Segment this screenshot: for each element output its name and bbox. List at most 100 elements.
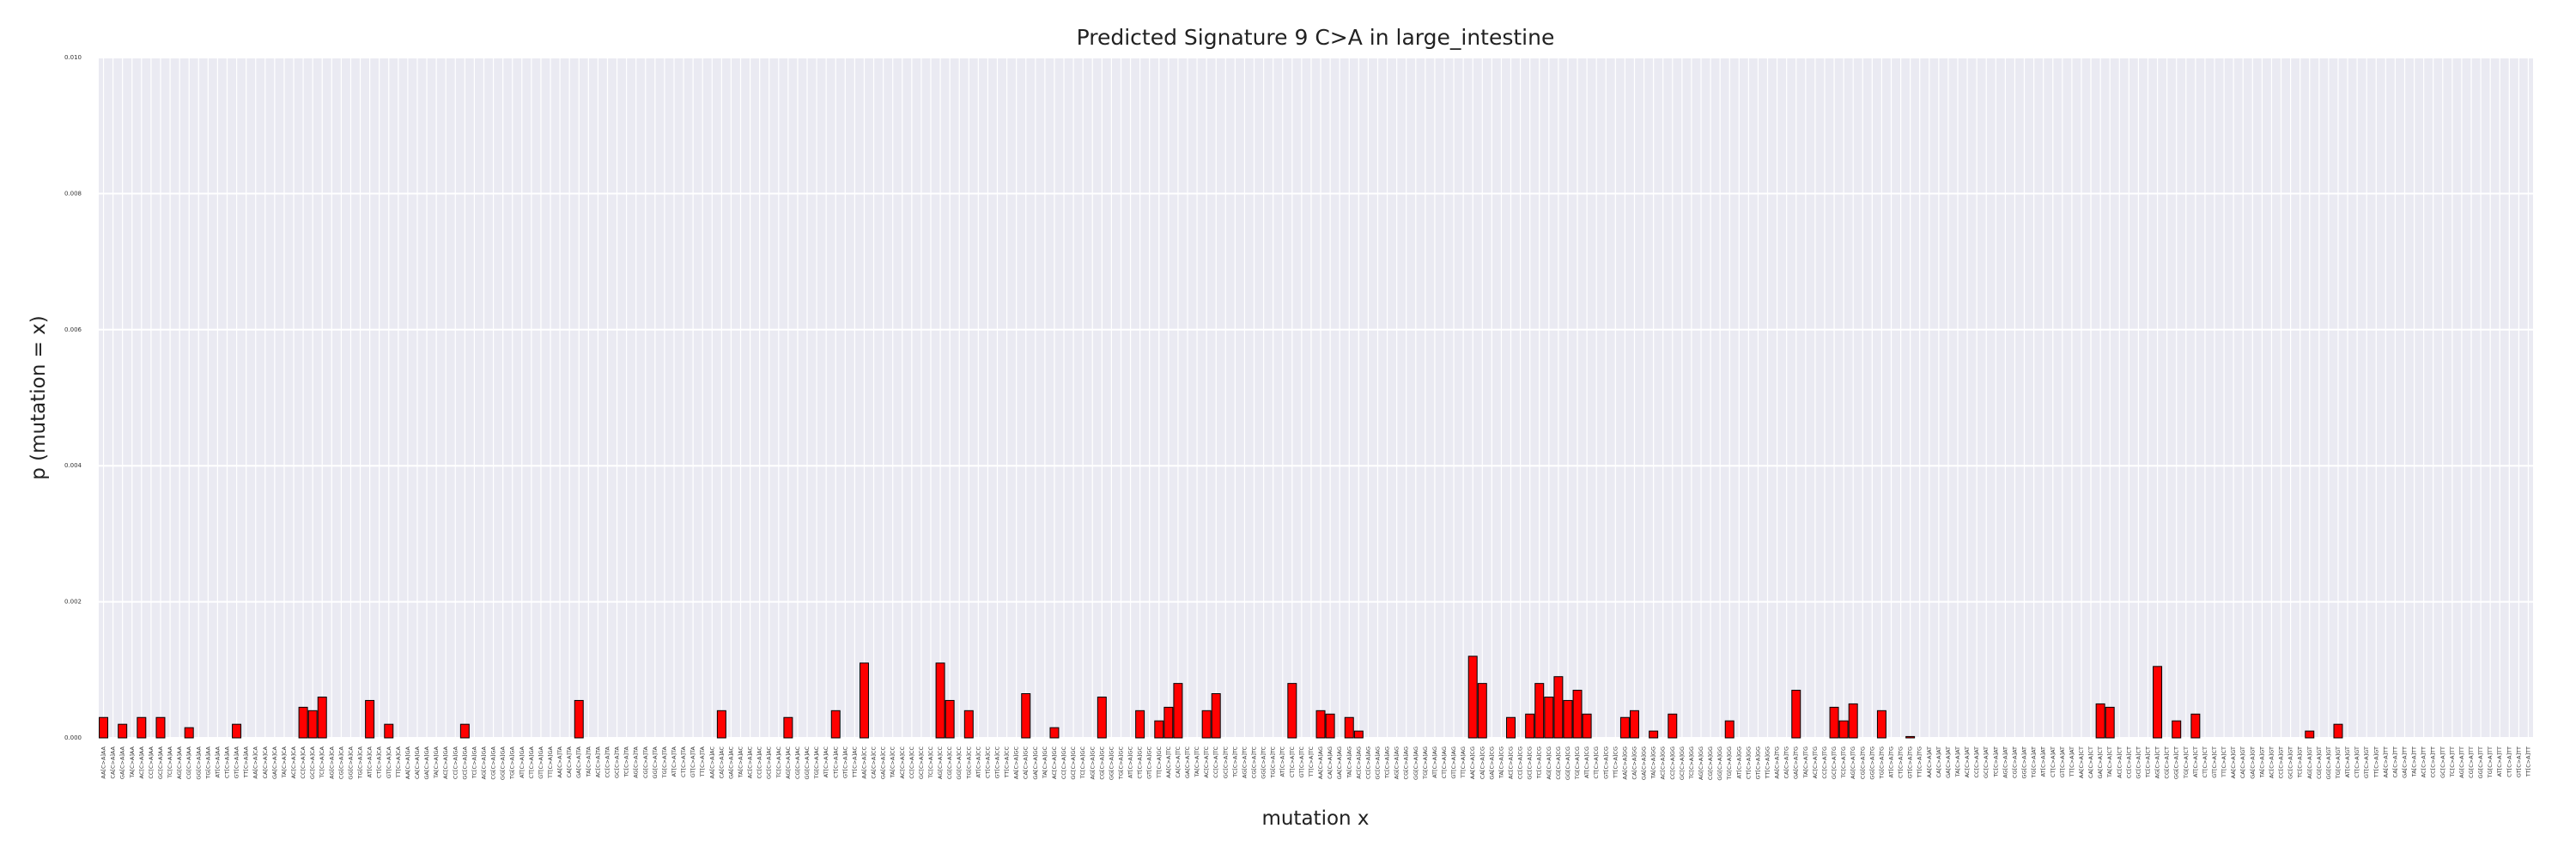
x-tick-label: AC[C>A]GG [1660, 746, 1667, 779]
x-tick-label: GC[C>A]GG [1679, 746, 1686, 780]
x-tick-label: GC[C>A]GT [2287, 746, 2294, 779]
bar [232, 723, 242, 739]
x-tick-label: AT[C>A]GT [2344, 746, 2351, 777]
bar [1544, 696, 1554, 739]
x-tick-label: AA[C>A]TA [556, 746, 563, 777]
bar [1325, 713, 1335, 739]
bar [716, 710, 726, 739]
bar [1135, 710, 1145, 739]
x-tick-label: GG[C>A]CT [2173, 746, 2180, 779]
x-tick-label: AG[C>A]AG [1394, 746, 1400, 779]
x-tick-label: AA[C>A]TT [2382, 746, 2389, 777]
x-tick-label: GT[C>A]AG [1450, 746, 1457, 779]
x-tick-label: GG[C>A]GA [500, 746, 507, 780]
x-tick-label: AA[C>A]GT [2230, 746, 2237, 778]
x-tick-label: CC[C>A]AC [756, 746, 763, 779]
x-tick-label: GT[C>A]CG [1602, 746, 1609, 779]
x-tick-label: TC[C>A]TT [2449, 746, 2456, 777]
x-tick-label: TT[C>A]TA [699, 746, 706, 777]
bar [2095, 703, 2105, 739]
x-tick-label: CA[C>A]AG [1327, 746, 1334, 779]
y-tick-label: 0.002 [64, 599, 82, 606]
bar [118, 723, 128, 739]
x-tick-label: GA[C>A]AC [727, 746, 734, 779]
x-tick-label: CT[C>A]GG [1745, 746, 1752, 779]
x-tick-label: TA[C>A]AC [738, 746, 744, 779]
x-tick-label: TA[C>A]TG [1802, 746, 1809, 778]
x-tick-label: CG[C>A]CC [946, 746, 953, 780]
x-tick-label: CC[C>A]GG [1669, 746, 1676, 780]
x-tick-label: TT[C>A]TT [2524, 746, 2531, 777]
x-tick-label: TA[C>A]GG [1650, 746, 1657, 780]
x-tick-label: AA[C>A]AA [100, 746, 107, 778]
x-tick-label: TG[C>A]AT [2031, 746, 2038, 778]
bar [1154, 720, 1164, 739]
x-tick-label: CC[C>A]CT [2125, 746, 2132, 778]
x-tick-label: CT[C>A]CA [376, 746, 383, 778]
x-tick-label: TC[C>A]CT [2144, 746, 2151, 778]
x-tick-label: TT[C>A]GT [2372, 746, 2379, 778]
chart-title: Predicted Signature 9 C>A in large_intes… [1077, 25, 1555, 50]
x-tick-label: AC[C>A]AG [1355, 746, 1362, 779]
y-tick-label: 0.004 [64, 462, 82, 469]
x-tick-label: CT[C>A]GT [2354, 746, 2360, 778]
bar [1353, 730, 1364, 739]
x-tick-label: CT[C>A]AA [224, 746, 231, 778]
x-tick-label: GG[C>A]TA [652, 746, 659, 778]
x-tick-label: AA[C>A]AT [1926, 746, 1933, 778]
x-tick-label: TA[C>A]GC [1042, 746, 1048, 779]
x-tick-label: TC[C>A]CG [1536, 746, 1543, 779]
x-tick-label: CG[C>A]AT [2011, 746, 2018, 778]
x-tick-label: AC[C>A]TC [1203, 746, 1210, 778]
bar [2333, 723, 2343, 739]
x-tick-label: CG[C>A]AC [794, 746, 801, 779]
x-tick-label: TT[C>A]CC [1004, 746, 1011, 779]
x-tick-label: AC[C>A]AC [747, 746, 754, 779]
x-tick-label: AA[C>A]GG [1621, 746, 1628, 780]
x-tick-label: GT[C>A]GC [1146, 746, 1153, 779]
x-tick-label: CG[C>A]AG [1403, 746, 1410, 779]
x-tick-label: TT[C>A]GG [1765, 746, 1771, 779]
x-tick-label: TC[C>A]CA [319, 746, 325, 778]
bar [1619, 716, 1630, 739]
x-tick-label: AA[C>A]TG [1774, 746, 1781, 779]
x-tick-label: AG[C>A]AT [2002, 746, 2008, 778]
x-tick-label: AA[C>A]CA [252, 746, 259, 778]
bar [459, 723, 470, 739]
bar [1876, 710, 1886, 739]
x-tick-label: CA[C>A]CG [1479, 746, 1485, 779]
bar [574, 699, 584, 739]
x-tick-label: GC[C>A]TC [1222, 746, 1229, 779]
x-tick-label: AG[C>A]GG [1698, 746, 1704, 780]
x-tick-label: AG[C>A]CC [937, 746, 944, 779]
x-tick-label: CA[C>A]TG [1783, 746, 1790, 779]
bar [2305, 730, 2315, 739]
x-tick-label: GA[C>A]GT [2249, 746, 2256, 779]
x-tick-label: GA[C>A]TA [575, 746, 582, 777]
x-tick-label: GA[C>A]TG [1793, 746, 1800, 779]
x-tick-label: GG[C>A]TC [1261, 746, 1267, 779]
bar [935, 662, 945, 739]
x-tick-label: AG[C>A]GA [481, 746, 488, 779]
x-tick-label: CA[C>A]AC [718, 746, 725, 779]
bar [1021, 693, 1031, 739]
x-tick-label: TG[C>A]GA [509, 746, 516, 780]
bar [1201, 710, 1212, 739]
x-tick-label: GG[C>A]AA [195, 746, 202, 779]
x-tick-label: CT[C>A]GA [528, 746, 535, 778]
bars [99, 655, 2343, 739]
x-tick-label: GA[C>A]TT [2401, 746, 2408, 778]
bar [963, 710, 974, 739]
bar [99, 716, 109, 739]
bar [1630, 710, 1639, 739]
x-tick-label: TC[C>A]TG [1840, 746, 1847, 779]
x-tick-label: AC[C>A]AT [1964, 746, 1971, 777]
x-tick-label: TA[C>A]TA [585, 746, 592, 777]
x-tick-label: AT[C>A]GA [519, 746, 526, 777]
x-tick-label: GC[C>A]AC [766, 746, 773, 779]
x-tick-label: TG[C>A]TC [1270, 746, 1277, 779]
bar [1211, 693, 1221, 739]
bar [1097, 696, 1107, 739]
x-tick-label: GT[C>A]AA [234, 746, 240, 778]
y-tick-label: 0.006 [64, 326, 82, 333]
